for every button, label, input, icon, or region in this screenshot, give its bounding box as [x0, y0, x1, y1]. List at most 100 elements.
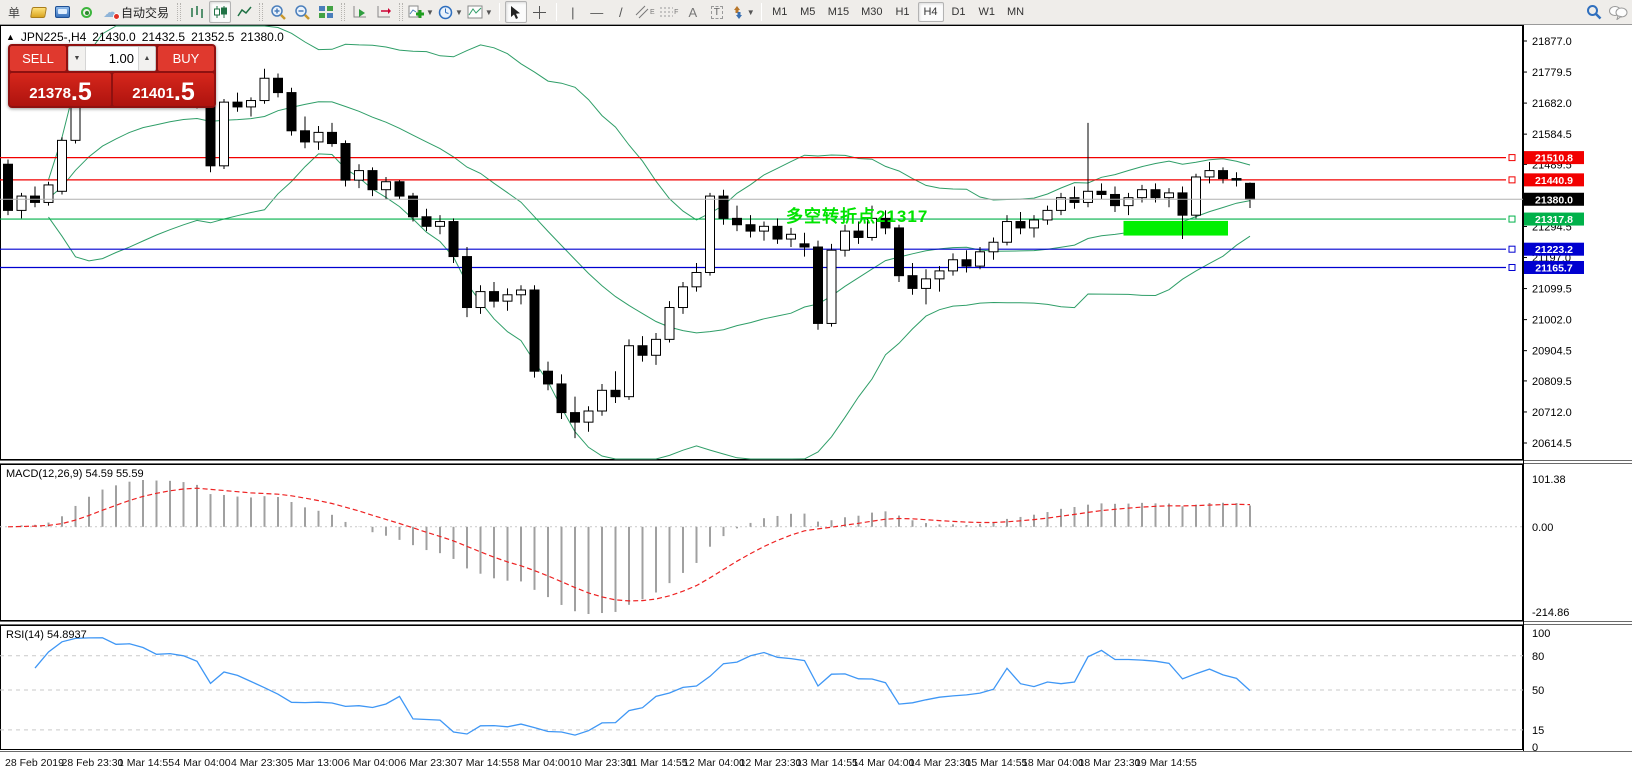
autotrade-label: 自动交易: [121, 5, 170, 20]
time-axis-label[interactable]: 18 Mar 23:30: [1079, 757, 1141, 769]
price-axis-label[interactable]: 20712.0: [1532, 407, 1572, 419]
indicator-add-icon: [408, 5, 425, 18]
time-axis-label[interactable]: 5 Mar 13:00: [288, 757, 344, 769]
buy-price-box[interactable]: 21401.5: [113, 73, 214, 106]
timeframe-button-m15[interactable]: M15: [827, 6, 850, 18]
price-axis-label[interactable]: 21584.5: [1532, 129, 1572, 141]
auto-scroll-button[interactable]: [349, 1, 371, 23]
rsi-axis-label[interactable]: 100: [1532, 628, 1550, 640]
channel-tool-button[interactable]: E: [634, 1, 656, 23]
time-axis-label[interactable]: 14 Mar 04:00: [853, 757, 915, 769]
cloud-icon: ☁: [103, 3, 120, 21]
crosshair-tool-button[interactable]: [529, 1, 551, 23]
line-end-handle[interactable]: [1508, 263, 1516, 271]
trendline-tool-button[interactable]: /: [618, 4, 623, 20]
time-axis-label[interactable]: 10 Mar 23:30: [570, 757, 632, 769]
order-book-icon[interactable]: [27, 1, 49, 23]
time-axis-label[interactable]: 12 Mar 23:30: [740, 757, 802, 769]
price-axis-label[interactable]: 21877.0: [1532, 36, 1572, 48]
time-axis-label[interactable]: 6 Mar 04:00: [344, 757, 400, 769]
time-axis-label[interactable]: 15 Mar 14:55: [966, 757, 1028, 769]
line-chart-type-button[interactable]: [233, 1, 255, 23]
timeframe-button-d1[interactable]: D1: [951, 6, 966, 18]
chart-annotation[interactable]: 多空转折点21317: [786, 207, 929, 226]
line-end-handle[interactable]: [1508, 154, 1516, 162]
volume-increase-button[interactable]: ▲: [138, 47, 155, 70]
timeframe-button-h4[interactable]: H4: [917, 2, 944, 22]
macd-axis-label[interactable]: -214.86: [1532, 607, 1569, 619]
chat-bubbles-icon: [1609, 5, 1628, 20]
time-axis-label[interactable]: 19 Mar 14:55: [1135, 757, 1197, 769]
time-axis-label[interactable]: 4 Mar 23:30: [231, 757, 287, 769]
rsi-axis-label[interactable]: 15: [1532, 725, 1544, 737]
bar-chart-type-button[interactable]: [185, 1, 207, 23]
candle-body: [475, 291, 486, 309]
autotrade-button[interactable]: ☁ 自动交易: [99, 1, 173, 23]
time-axis-label[interactable]: 6 Mar 23:30: [401, 757, 457, 769]
timeframe-button-w1[interactable]: W1: [978, 6, 996, 18]
time-axis-label[interactable]: 13 Mar 14:55: [796, 757, 858, 769]
volume-input[interactable]: [86, 47, 138, 70]
indicators-button[interactable]: ▼: [407, 1, 435, 23]
time-axis-label[interactable]: 1 Mar 14:55: [118, 757, 174, 769]
timeframe-button-m5[interactable]: M5: [800, 6, 816, 18]
macd-axis-label[interactable]: 101.38: [1532, 474, 1566, 486]
price-axis-label[interactable]: 21779.5: [1532, 67, 1572, 79]
macd-axis-label[interactable]: 0.00: [1532, 522, 1553, 534]
time-axis-label[interactable]: 14 Mar 23:30: [909, 757, 971, 769]
time-axis-label[interactable]: 7 Mar 14:55: [457, 757, 513, 769]
timeframe-button-m1[interactable]: M1: [772, 6, 788, 18]
cursor-tool-button[interactable]: [504, 1, 527, 23]
candle-body: [786, 233, 796, 240]
price-axis-label[interactable]: 20904.5: [1532, 346, 1572, 358]
periods-button[interactable]: ▼: [437, 1, 464, 23]
market-watch-icon[interactable]: [51, 1, 73, 23]
time-axis-label[interactable]: 18 Mar 04:00: [1022, 757, 1084, 769]
price-axis-label[interactable]: 21099.5: [1532, 284, 1572, 296]
time-axis-label[interactable]: 4 Mar 04:00: [175, 757, 231, 769]
zoom-out-button[interactable]: [291, 1, 313, 23]
rsi-axis-label[interactable]: 50: [1532, 685, 1544, 697]
templates-button[interactable]: ▼: [466, 1, 494, 23]
chart-shift-button[interactable]: [373, 1, 395, 23]
highlight-zone-rect[interactable]: [1123, 220, 1229, 236]
rsi-axis-label[interactable]: 0: [1532, 742, 1538, 754]
fibonacci-tool-button[interactable]: F: [658, 1, 680, 23]
new-order-button[interactable]: 单: [7, 5, 20, 20]
horizontal-line-tool-button[interactable]: —: [590, 4, 604, 20]
tile-windows-button[interactable]: [315, 1, 337, 23]
time-axis-label[interactable]: 11 Mar 14:55: [627, 757, 688, 769]
time-axis-label[interactable]: 28 Feb 23:30: [62, 757, 124, 769]
candlestick-chart-type-button[interactable]: [209, 1, 232, 23]
price-axis-label[interactable]: 21002.0: [1532, 315, 1572, 327]
signals-icon[interactable]: [75, 1, 97, 23]
timeframe-button-m30[interactable]: M30: [861, 6, 883, 18]
timeframe-button-h1[interactable]: H1: [895, 6, 910, 18]
timeframe-button-mn[interactable]: MN: [1007, 6, 1025, 18]
candle-body: [381, 181, 391, 191]
line-end-handle[interactable]: [1508, 176, 1516, 184]
zoom-in-button[interactable]: [267, 1, 289, 23]
time-axis-label[interactable]: 8 Mar 04:00: [514, 757, 570, 769]
time-axis-label[interactable]: 28 Feb 2019: [5, 757, 64, 769]
sell-price-box[interactable]: 21378.5: [10, 73, 111, 106]
line-end-handle[interactable]: [1508, 215, 1516, 223]
label-tool-button[interactable]: T: [706, 1, 728, 23]
vertical-line-tool-button[interactable]: |: [571, 4, 575, 20]
collapse-arrow-icon[interactable]: ▲: [6, 32, 15, 42]
arrows-tool-button[interactable]: ▼: [730, 1, 756, 23]
chat-button[interactable]: [1607, 1, 1629, 23]
buy-button[interactable]: BUY: [158, 46, 214, 71]
sell-button[interactable]: SELL: [10, 46, 66, 71]
search-button[interactable]: [1583, 1, 1605, 23]
text-tool-button[interactable]: A: [688, 4, 698, 20]
rsi-axis-label[interactable]: 80: [1532, 651, 1544, 663]
price-axis-label[interactable]: 21682.0: [1532, 98, 1572, 110]
candle-body: [367, 170, 378, 191]
time-axis-label[interactable]: 12 Mar 04:00: [683, 757, 745, 769]
price-axis-label[interactable]: 20809.5: [1532, 376, 1572, 388]
volume-decrease-button[interactable]: ▼: [69, 47, 86, 70]
price-axis-label[interactable]: 20614.5: [1532, 438, 1572, 450]
line-end-handle[interactable]: [1508, 245, 1516, 253]
